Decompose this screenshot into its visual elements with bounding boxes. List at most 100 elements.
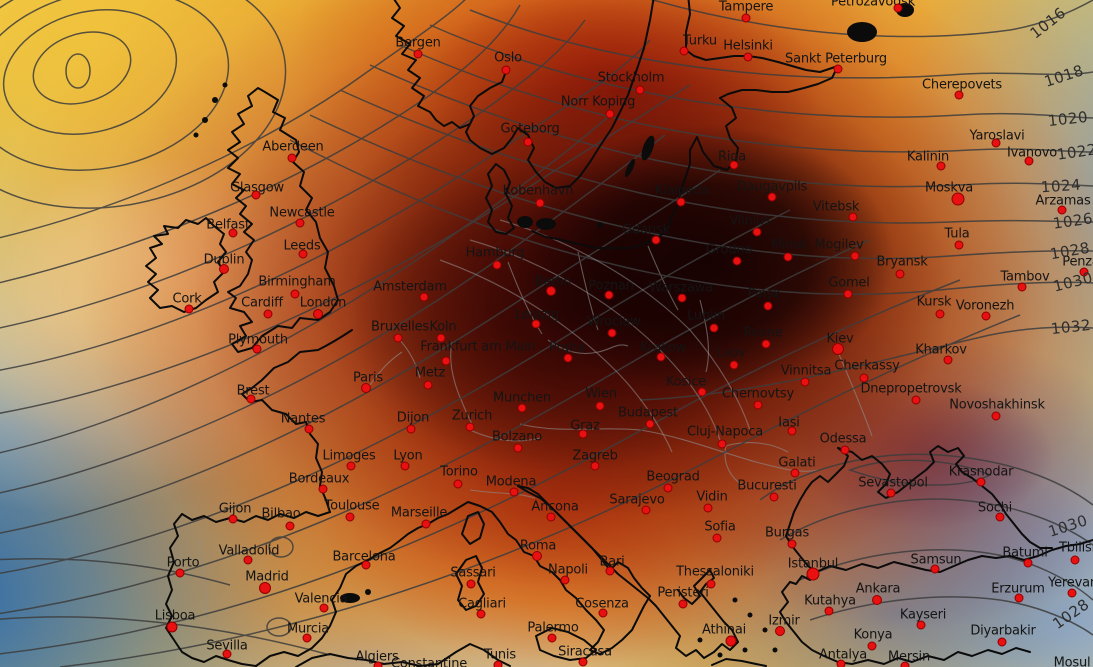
city-label: Gijon <box>218 501 252 517</box>
city-dot <box>393 333 403 343</box>
city-dot <box>578 657 588 667</box>
city-label: Leipzig <box>514 307 560 323</box>
city-dot <box>598 608 608 618</box>
city-dot <box>900 661 910 667</box>
city-dot <box>706 579 716 589</box>
city-label: Plymouth <box>228 332 288 348</box>
city-label: Modena <box>485 474 537 490</box>
city-label: Tula <box>944 226 970 242</box>
city-label: Samsun <box>910 552 962 568</box>
city-label: Poznan <box>588 278 634 294</box>
city-label: Lvov <box>716 345 746 361</box>
city-dot <box>184 304 194 314</box>
city-dot <box>729 360 739 370</box>
city-dot <box>295 218 305 228</box>
city-dot <box>166 621 178 633</box>
city-dot <box>859 373 869 383</box>
city-dot <box>547 633 557 643</box>
city-label: Odessa <box>819 431 867 447</box>
city-label: Istanbul <box>787 556 839 572</box>
city-label: Helsinki <box>723 38 773 54</box>
city-label: Barcelona <box>332 549 396 565</box>
city-label: Mosul <box>1053 655 1091 667</box>
city-dot <box>1057 205 1067 215</box>
city-label: Roma <box>519 538 557 554</box>
city-label: Napoli <box>548 562 588 578</box>
city-dot <box>679 46 689 56</box>
city-dot <box>1024 156 1034 166</box>
city-dot <box>761 339 771 349</box>
city-dot <box>743 52 753 62</box>
city-dot <box>850 251 860 261</box>
city-label: Cherepovets <box>922 77 1002 93</box>
city-label: Chernovtsy <box>722 386 794 402</box>
city-label: Burgas <box>764 525 810 541</box>
city-dot <box>712 533 722 543</box>
city-dot <box>832 343 844 355</box>
city-dot <box>678 599 688 609</box>
city-label: Izmir <box>768 613 800 629</box>
city-label: Athinai <box>701 622 747 638</box>
city-dot <box>546 512 556 522</box>
city-dot <box>954 90 964 100</box>
city-dot <box>676 197 686 207</box>
city-label: Cluj-Napoca <box>686 424 764 440</box>
city-dot <box>717 439 727 449</box>
city-label: Sevilla <box>206 638 248 654</box>
city-dot <box>465 422 475 432</box>
city-label: Peristeri <box>657 585 709 601</box>
city-dot <box>466 579 476 589</box>
city-label: Vitebsk <box>812 199 860 215</box>
city-dot <box>1014 593 1024 603</box>
isobar-lines-inner <box>439 219 751 453</box>
city-label: Wien <box>585 386 617 402</box>
city-label: Gdansk <box>622 222 670 238</box>
city-dot <box>318 484 328 494</box>
city-dot <box>400 461 410 471</box>
city-dot <box>635 85 645 95</box>
city-label: Erzurum <box>991 581 1045 597</box>
city-label: Iasi <box>778 415 800 431</box>
city-label: Yaroslavi <box>969 128 1025 144</box>
city-label: Frankfurt am Main <box>420 339 536 355</box>
city-label: Dublin <box>203 252 245 268</box>
city-label: Turku <box>683 33 717 49</box>
city-label: Belfast <box>206 217 250 233</box>
city-dot <box>697 387 707 397</box>
city-dot <box>578 429 588 439</box>
city-dot <box>951 192 965 206</box>
city-dot <box>290 289 300 299</box>
city-dot <box>663 483 673 493</box>
city-dot <box>1070 555 1080 565</box>
city-label: Dijon <box>396 410 430 426</box>
city-dot <box>406 424 416 434</box>
city-dot <box>843 289 853 299</box>
city-dot <box>752 227 762 237</box>
city-label: Krakow <box>639 340 687 356</box>
city-label: Bilbao <box>261 506 301 522</box>
city-dot <box>893 3 903 13</box>
city-label: Voronezh <box>955 298 1015 314</box>
city-label: Paris <box>353 370 383 386</box>
city-dot <box>319 603 329 613</box>
city-dot <box>287 153 297 163</box>
city-label: Moskva <box>925 180 973 196</box>
city-label: Madrid <box>245 569 289 585</box>
city-label: Zurich <box>451 408 493 424</box>
city-label: Minsk <box>770 237 808 253</box>
city-dot <box>313 309 323 319</box>
city-label: Ivanovo <box>1007 145 1057 161</box>
city-dot <box>1023 558 1033 568</box>
city-dot <box>605 109 615 119</box>
city-dot <box>783 252 793 262</box>
city-label: Sarajevo <box>609 492 665 508</box>
city-label: Kobenhavn <box>502 183 574 199</box>
city-dot <box>833 64 843 74</box>
city-label: Ankara <box>855 581 901 597</box>
city-dot <box>345 512 355 522</box>
city-label: Sofia <box>704 519 736 535</box>
city-dot <box>441 356 451 366</box>
city-dot <box>228 514 238 524</box>
city-label: Bucuresti <box>737 478 797 494</box>
